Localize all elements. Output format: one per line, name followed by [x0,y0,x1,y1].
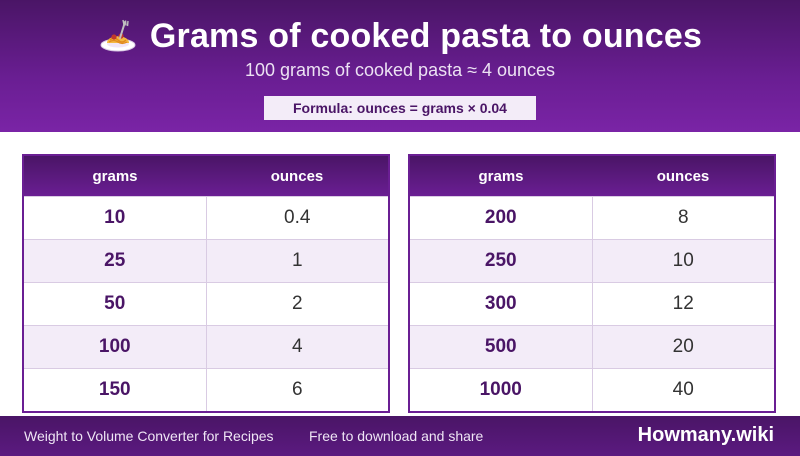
ounces-cell: 20 [591,325,776,369]
table-row: 250 10 [408,239,776,283]
grams-cell: 100 [22,325,207,369]
table-row: 1000 40 [408,368,776,413]
ounces-cell: 6 [205,368,390,413]
ounces-cell: 2 [205,282,390,326]
ounces-cell: 8 [591,196,776,240]
footer-share-note: Free to download and share [309,428,484,444]
column-header-ounces: ounces [206,155,389,197]
ounces-cell: 12 [591,282,776,326]
column-header-grams: grams [23,155,206,197]
brand-logo-text[interactable]: Howmany.wiki [637,424,774,446]
grams-cell: 10 [22,196,207,240]
conversion-table-right: grams ounces 200 8 250 10 300 12 500 20 … [408,154,776,413]
ounces-cell: 10 [591,239,776,283]
footer-site-description: Weight to Volume Converter for Recipes [24,428,274,444]
page-subtitle: 100 grams of cooked pasta ≈ 4 ounces [244,60,556,80]
title-row: Grams of cooked pasta to ounces [0,14,800,58]
table-row: 100 4 [22,325,390,369]
ounces-cell: 40 [591,368,776,413]
grams-cell: 150 [22,368,207,413]
grams-cell: 1000 [408,368,593,413]
grams-cell: 200 [408,196,593,240]
ounces-cell: 0.4 [205,196,390,240]
table-row: 500 20 [408,325,776,369]
table-header-row: grams ounces [23,155,389,197]
table-header-row: grams ounces [409,155,775,197]
header-banner: Grams of cooked pasta to ounces 100 gram… [0,0,800,132]
table-row: 25 1 [22,239,390,283]
grams-cell: 50 [22,282,207,326]
grams-cell: 250 [408,239,593,283]
grams-cell: 500 [408,325,593,369]
table-row: 300 12 [408,282,776,326]
grams-cell: 300 [408,282,593,326]
pasta-plate-icon [98,16,138,56]
column-header-grams: grams [409,155,592,197]
column-header-ounces: ounces [592,155,775,197]
ounces-cell: 1 [205,239,390,283]
ounces-cell: 4 [205,325,390,369]
conversion-table-left: grams ounces 10 0.4 25 1 50 2 100 4 150 … [22,154,390,413]
page-title: Grams of cooked pasta to ounces [149,16,703,55]
table-row: 200 8 [408,196,776,240]
table-row: 150 6 [22,368,390,413]
formula-badge: Formula: ounces = grams × 0.04 [264,96,536,120]
table-row: 10 0.4 [22,196,390,240]
grams-cell: 25 [22,239,207,283]
table-row: 50 2 [22,282,390,326]
footer-bar: Weight to Volume Converter for Recipes F… [0,416,800,456]
